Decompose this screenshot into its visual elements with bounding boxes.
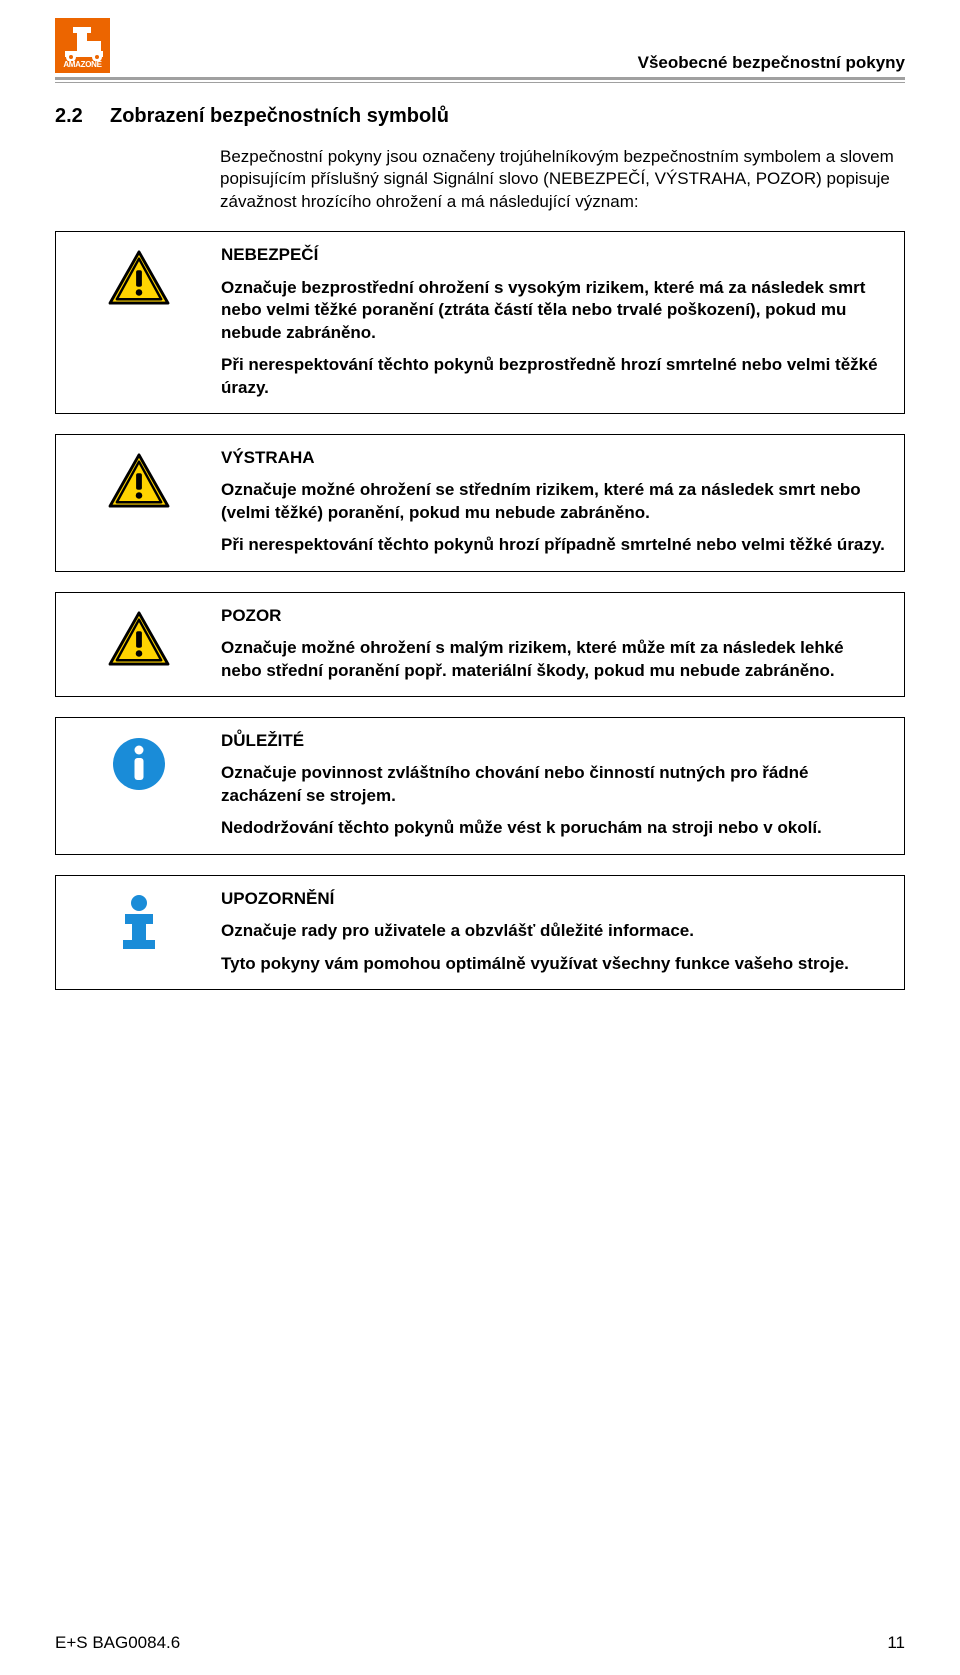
info-circle-icon [56, 730, 221, 840]
safety-box-heading: UPOZORNĚNÍ [221, 888, 888, 910]
brand-logo: AMAZONE [55, 18, 110, 73]
safety-box: DŮLEŽITÉ Označuje povinnost zvláštního ch… [55, 717, 905, 855]
section-number: 2.2 [55, 105, 110, 128]
info-i-icon [56, 888, 221, 975]
page-header-title: Všeobecné bezpečnostní pokyny [55, 53, 905, 73]
safety-box-paragraph: Označuje povinnost zvláštního chování ne… [221, 762, 888, 807]
section-heading: 2.2 Zobrazení bezpečnostních symbolů [55, 105, 905, 128]
section-title: Zobrazení bezpečnostních symbolů [110, 105, 449, 128]
footer-page-number: 11 [887, 1633, 905, 1653]
header-rule-thin [55, 82, 905, 83]
warning-icon [56, 447, 221, 557]
warning-icon [56, 605, 221, 682]
safety-box-heading: VÝSTRAHA [221, 447, 888, 469]
safety-box-heading: NEBEZPEČÍ [221, 244, 888, 266]
safety-box-body: NEBEZPEČÍ Označuje bezprostřední ohrožení… [221, 244, 888, 399]
safety-box-paragraph: Označuje rady pro uživatele a obzvlášť d… [221, 920, 888, 942]
safety-box: POZOR Označuje možné ohrožení s malým riz… [55, 592, 905, 697]
brand-name: AMAZONE [55, 61, 110, 71]
safety-box-paragraph: Nedodržování těchto pokynů může vést k p… [221, 817, 888, 839]
section-intro: Bezpečnostní pokyny jsou označeny trojúh… [220, 146, 905, 213]
safety-box-body: DŮLEŽITÉ Označuje povinnost zvláštního ch… [221, 730, 888, 840]
safety-box-body: UPOZORNĚNÍ Označuje rady pro uživatele a … [221, 888, 888, 975]
safety-box-paragraph: Při nerespektování těchto pokynů hrozí p… [221, 534, 888, 556]
safety-box-heading: DŮLEŽITÉ [221, 730, 888, 752]
safety-box-heading: POZOR [221, 605, 888, 627]
safety-box-paragraph: Tyto pokyny vám pomohou optimálně využív… [221, 953, 888, 975]
safety-box-paragraph: Označuje možné ohrožení s malým rizikem,… [221, 637, 888, 682]
header-rule-thick [55, 77, 905, 80]
page-footer: E+S BAG0084.6 11 [55, 1633, 905, 1653]
safety-box-body: VÝSTRAHA Označuje možné ohrožení se střed… [221, 447, 888, 557]
safety-box: UPOZORNĚNÍ Označuje rady pro uživatele a … [55, 875, 905, 990]
safety-box: NEBEZPEČÍ Označuje bezprostřední ohrožení… [55, 231, 905, 414]
footer-doc-id: E+S BAG0084.6 [55, 1633, 180, 1653]
safety-box-body: POZOR Označuje možné ohrožení s malým riz… [221, 605, 888, 682]
safety-box-paragraph: Při nerespektování těchto pokynů bezpros… [221, 354, 888, 399]
safety-box: VÝSTRAHA Označuje možné ohrožení se střed… [55, 434, 905, 572]
safety-box-paragraph: Označuje bezprostřední ohrožení s vysoký… [221, 277, 888, 344]
warning-icon [56, 244, 221, 399]
safety-box-paragraph: Označuje možné ohrožení se středním rizi… [221, 479, 888, 524]
